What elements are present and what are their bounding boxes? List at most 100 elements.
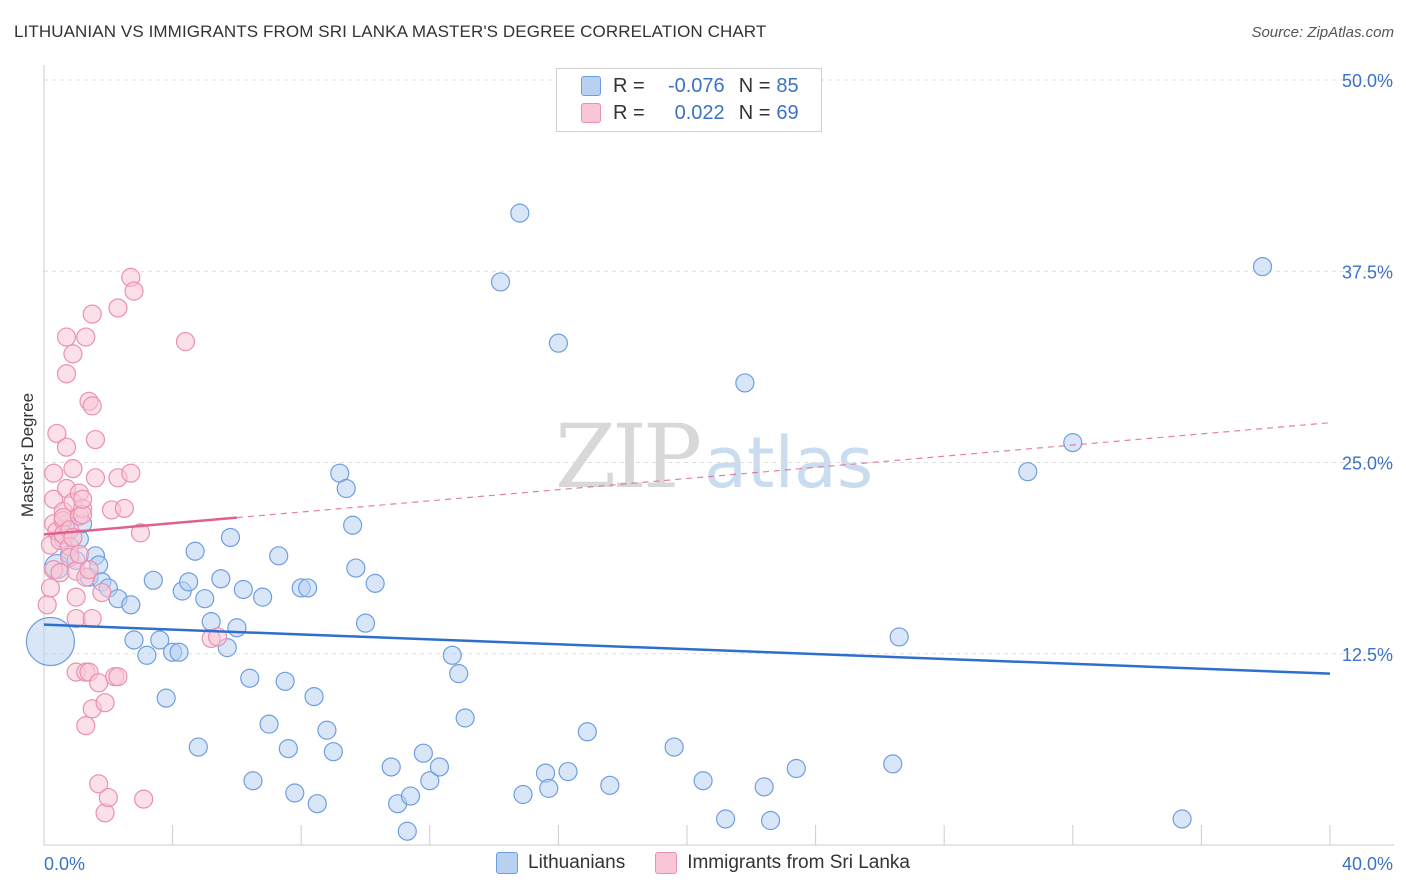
point-lithuanians xyxy=(259,714,279,734)
legend-item-lithuanians[interactable]: Lithuanians xyxy=(496,852,625,874)
watermark-zip: ZIP xyxy=(555,405,702,508)
point-lithuanians xyxy=(323,742,343,762)
point-lithuanians xyxy=(365,573,385,593)
point-lithuanians xyxy=(220,527,241,548)
legend: Lithuanians Immigrants from Sri Lanka xyxy=(0,852,1406,874)
point-lithuanians xyxy=(150,630,170,650)
point-lithuanians xyxy=(25,616,76,667)
point-sri-lanka xyxy=(56,437,77,457)
point-lithuanians xyxy=(1063,433,1083,453)
point-sri-lanka xyxy=(63,344,83,364)
point-lithuanians xyxy=(539,778,559,798)
point-lithuanians xyxy=(577,722,597,742)
point-lithuanians xyxy=(211,569,231,589)
point-sri-lanka xyxy=(63,459,83,479)
point-lithuanians xyxy=(548,333,569,353)
point-lithuanians xyxy=(253,587,273,607)
point-lithuanians xyxy=(240,668,260,688)
point-sri-lanka xyxy=(72,489,93,509)
point-lithuanians xyxy=(188,737,208,757)
point-sri-lanka xyxy=(82,396,102,416)
stats-n-value: 85 xyxy=(776,74,799,97)
point-sri-lanka xyxy=(124,281,144,301)
point-lithuanians xyxy=(693,771,713,791)
point-lithuanians xyxy=(336,478,356,499)
stats-row-lithuanians: R = -0.076 N = 85 xyxy=(581,73,799,99)
point-sri-lanka xyxy=(108,667,128,687)
point-lithuanians xyxy=(449,664,469,684)
point-lithuanians xyxy=(883,754,903,774)
legend-label: Lithuanians xyxy=(528,852,626,873)
point-lithuanians xyxy=(600,775,620,795)
point-sri-lanka xyxy=(175,332,196,352)
point-lithuanians xyxy=(355,613,376,633)
point-lithuanians xyxy=(490,272,511,292)
point-lithuanians xyxy=(185,541,205,561)
legend-swatch-blue xyxy=(496,852,518,874)
point-sri-lanka xyxy=(98,787,118,808)
y-axis-label: Master's Degree xyxy=(18,392,37,518)
point-sri-lanka xyxy=(85,468,106,488)
point-sri-lanka xyxy=(50,563,70,583)
y-tick-label: 50.0% xyxy=(1342,71,1393,91)
point-sri-lanka xyxy=(47,423,67,444)
point-sri-lanka xyxy=(134,789,154,809)
point-sri-lanka xyxy=(85,429,106,450)
stats-r-label: R = xyxy=(613,74,645,97)
point-lithuanians xyxy=(754,777,774,797)
point-lithuanians xyxy=(275,671,295,691)
point-lithuanians xyxy=(343,515,363,535)
trend-extension-sri-lanka xyxy=(236,422,1331,519)
point-lithuanians xyxy=(455,708,475,728)
point-lithuanians xyxy=(735,373,755,393)
point-lithuanians xyxy=(889,627,909,647)
point-sri-lanka xyxy=(56,364,77,384)
point-lithuanians xyxy=(278,739,298,759)
y-tick-label: 37.5% xyxy=(1342,262,1393,282)
point-lithuanians xyxy=(195,589,215,609)
point-lithuanians xyxy=(381,757,401,777)
point-lithuanians xyxy=(1018,462,1038,482)
point-sri-lanka xyxy=(76,716,96,736)
point-sri-lanka xyxy=(89,673,109,693)
point-lithuanians xyxy=(124,630,144,650)
stats-n-label: N = xyxy=(738,101,771,124)
point-sri-lanka xyxy=(92,582,112,603)
point-sri-lanka xyxy=(130,523,151,543)
point-lithuanians xyxy=(243,771,263,791)
trend-line-lithuanians xyxy=(43,623,1331,675)
point-lithuanians xyxy=(233,579,253,600)
stats-swatch-blue xyxy=(581,76,601,96)
point-sri-lanka xyxy=(66,587,86,607)
point-sri-lanka xyxy=(69,544,89,564)
point-lithuanians xyxy=(715,809,736,829)
stats-r-value: 0.022 xyxy=(674,101,725,124)
point-lithuanians xyxy=(510,203,530,223)
point-lithuanians xyxy=(664,737,684,757)
point-lithuanians xyxy=(317,720,337,740)
x-tick-label: 40.0% xyxy=(1342,854,1393,874)
point-sri-lanka xyxy=(114,498,134,518)
point-lithuanians xyxy=(304,686,324,707)
point-sri-lanka xyxy=(40,578,61,598)
point-sri-lanka xyxy=(56,327,77,347)
point-sri-lanka xyxy=(79,559,99,580)
point-lithuanians xyxy=(307,794,327,814)
point-lithuanians xyxy=(143,570,163,590)
point-sri-lanka xyxy=(82,608,102,629)
point-sri-lanka xyxy=(108,298,128,318)
legend-label: Immigrants from Sri Lanka xyxy=(687,852,910,873)
point-lithuanians xyxy=(760,810,781,831)
stats-row-sri-lanka: R = 0.022 N = 69 xyxy=(581,100,799,126)
point-lithuanians xyxy=(397,821,417,841)
legend-item-sri-lanka[interactable]: Immigrants from Sri Lanka xyxy=(655,852,910,874)
point-sri-lanka xyxy=(76,327,96,347)
point-lithuanians xyxy=(1172,809,1192,829)
trend-line-sri-lanka xyxy=(43,516,238,536)
chart-title: LITHUANIAN VS IMMIGRANTS FROM SRI LANKA … xyxy=(14,22,767,41)
stats-n-value: 69 xyxy=(776,101,799,124)
point-lithuanians xyxy=(558,761,578,782)
point-lithuanians xyxy=(442,645,462,665)
point-sri-lanka xyxy=(121,463,141,483)
